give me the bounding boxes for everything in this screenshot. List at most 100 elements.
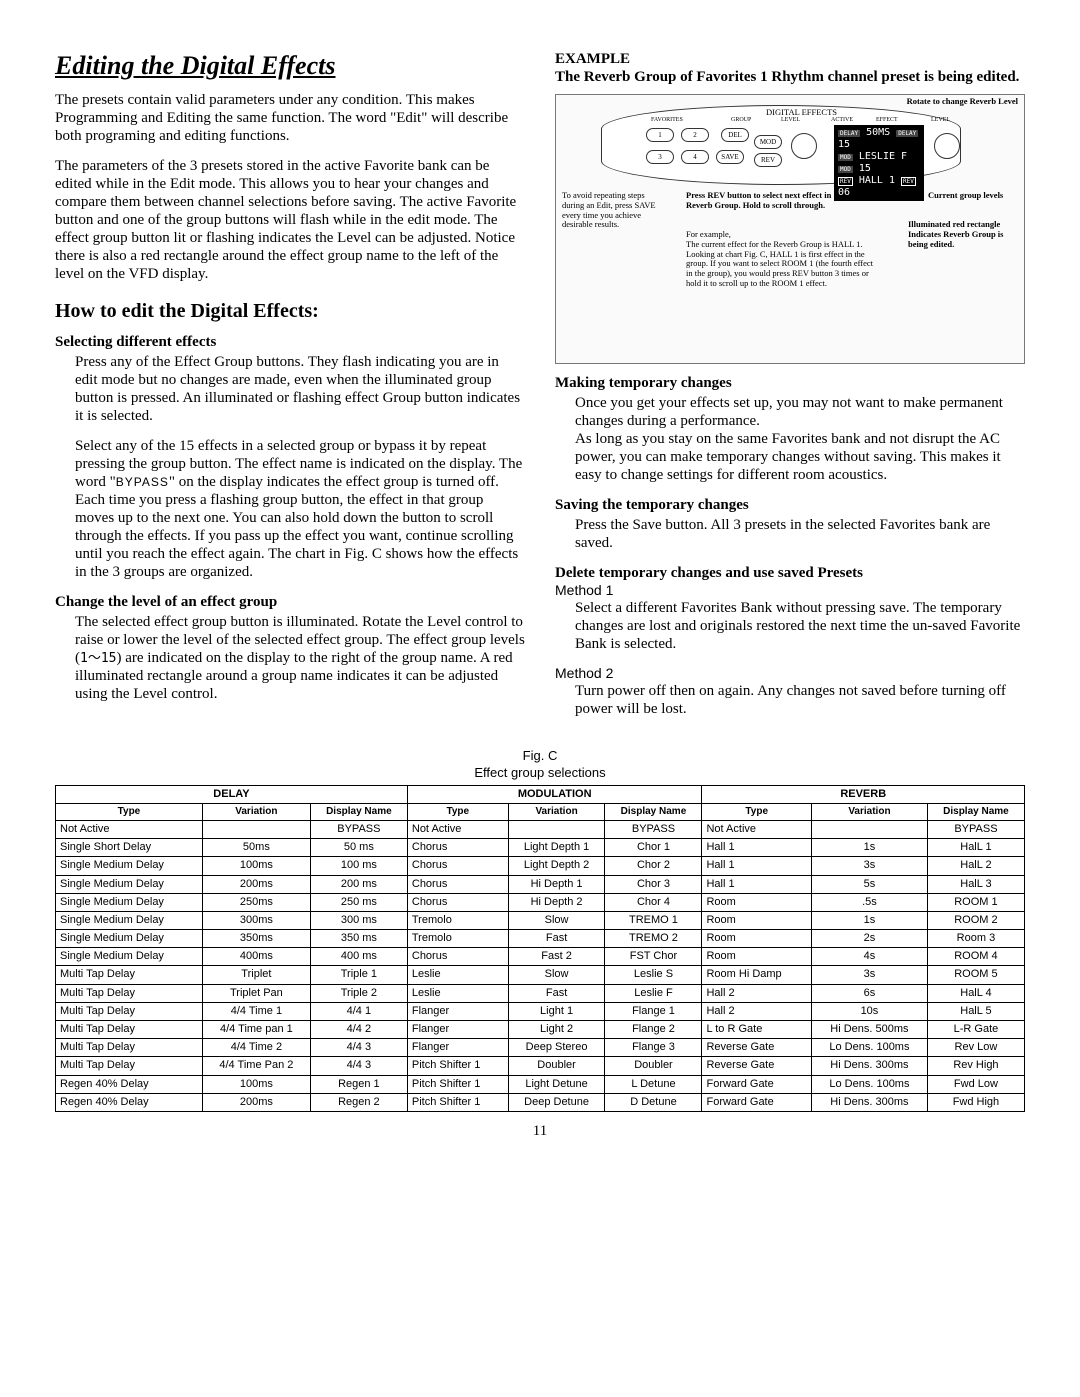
table-cell: Forward Gate <box>702 1075 812 1093</box>
h-r-type: Type <box>702 803 812 820</box>
table-cell: .5s <box>811 893 927 911</box>
table-cell: Room <box>702 893 812 911</box>
table-cell: Hall 2 <box>702 984 812 1002</box>
table-cell: 250ms <box>202 893 310 911</box>
table-row: Single Medium Delay100ms100 msChorusLigh… <box>56 857 1025 875</box>
table-cell: Hall 1 <box>702 839 812 857</box>
table-cell: Chorus <box>407 875 508 893</box>
h-m-disp: Display Name <box>605 803 702 820</box>
annot-example: For example, The current effect for the … <box>686 230 876 289</box>
table-cell: Not Active <box>407 820 508 838</box>
table-cell: Tremolo <box>407 930 508 948</box>
table-cell: Slow <box>508 966 605 984</box>
table-cell: Single Medium Delay <box>56 948 203 966</box>
selecting-p2: Select any of the 15 effects in a select… <box>75 437 525 581</box>
table-cell: Fwd High <box>927 1093 1024 1111</box>
table-cell: Triplet <box>202 966 310 984</box>
label-effect: EFFECT <box>876 117 898 124</box>
h-r-disp: Display Name <box>927 803 1024 820</box>
method-1-p: Select a different Favorites Bank withou… <box>575 599 1025 653</box>
table-cell: Rev High <box>927 1057 1024 1075</box>
temp-p: Once you get your effects set up, you ma… <box>575 394 1025 484</box>
table-cell: Deep Stereo <box>508 1039 605 1057</box>
table-cell: Leslie F <box>605 984 702 1002</box>
mod-button: MOD <box>754 135 782 149</box>
table-cell: Hi Dens. 300ms <box>811 1093 927 1111</box>
group-modulation: MODULATION <box>407 785 702 803</box>
table-cell: Multi Tap Delay <box>56 984 203 1002</box>
table-cell: Single Short Delay <box>56 839 203 857</box>
annot-current: Current group levels <box>928 191 1018 201</box>
table-cell: HalL 1 <box>927 839 1024 857</box>
table-cell: TREMO 1 <box>605 911 702 929</box>
selecting-subhead: Selecting different effects <box>55 333 525 351</box>
table-cell: Slow <box>508 911 605 929</box>
table-cell: Regen 40% Delay <box>56 1075 203 1093</box>
table-cell: Chorus <box>407 948 508 966</box>
table-cell: Doubler <box>605 1057 702 1075</box>
table-cell: L Detune <box>605 1075 702 1093</box>
howto-heading: How to edit the Digital Effects: <box>55 299 525 323</box>
table-cell: 3s <box>811 857 927 875</box>
favorite-1-button: 1 <box>646 128 674 142</box>
table-cell: 5s <box>811 875 927 893</box>
example-label: EXAMPLE <box>555 50 1025 68</box>
selecting-p2-b: " on the display indicates the effect gr… <box>75 474 518 580</box>
table-cell: Pitch Shifter 1 <box>407 1057 508 1075</box>
table-cell: Triple 2 <box>310 984 407 1002</box>
table-cell: Multi Tap Delay <box>56 966 203 984</box>
table-cell: Multi Tap Delay <box>56 1039 203 1057</box>
lcd-line-1: DELAY 50MS DELAY 15 <box>838 127 920 151</box>
table-row: Single Medium Delay350ms350 msTremoloFas… <box>56 930 1025 948</box>
left-column: Editing the Digital Effects The presets … <box>55 50 525 730</box>
table-cell: Hall 1 <box>702 875 812 893</box>
table-cell: Chor 4 <box>605 893 702 911</box>
table-cell: Light Detune <box>508 1075 605 1093</box>
effects-table-body: Not ActiveBYPASSNot ActiveBYPASSNot Acti… <box>56 820 1025 1111</box>
table-cell: FST Chor <box>605 948 702 966</box>
table-cell: BYPASS <box>927 820 1024 838</box>
label-level2: LEVEL <box>931 117 950 124</box>
level-knob-icon <box>791 133 817 159</box>
table-cell: Single Medium Delay <box>56 893 203 911</box>
table-cell: 350 ms <box>310 930 407 948</box>
table-cell: 300 ms <box>310 911 407 929</box>
right-column: EXAMPLE The Reverb Group of Favorites 1 … <box>555 50 1025 730</box>
fig-c-title: Effect group selections <box>55 765 1025 781</box>
table-cell <box>202 820 310 838</box>
table-cell: Chor 3 <box>605 875 702 893</box>
table-cell: 6s <box>811 984 927 1002</box>
table-cell: Flanger <box>407 1039 508 1057</box>
table-cell: 4/4 3 <box>310 1057 407 1075</box>
table-cell: Flange 3 <box>605 1039 702 1057</box>
table-cell: 300ms <box>202 911 310 929</box>
method-1-label: Method 1 <box>555 582 1025 599</box>
method-2-p: Turn power off then on again. Any change… <box>575 682 1025 718</box>
level-p-b: ) are indicated on the display to the ri… <box>75 650 513 702</box>
table-cell: 4/4 Time 2 <box>202 1039 310 1057</box>
table-cell: Pitch Shifter 1 <box>407 1075 508 1093</box>
lcd-line-3: REV HALL 1 REV 06 <box>838 175 920 199</box>
two-column-layout: Editing the Digital Effects The presets … <box>55 50 1025 730</box>
table-cell: Flange 1 <box>605 1002 702 1020</box>
lcd-line-2: MOD LESLIE F MOD 15 <box>838 151 920 175</box>
table-cell: Hi Dens. 300ms <box>811 1057 927 1075</box>
page-number: 11 <box>55 1122 1025 1140</box>
table-cell: Reverse Gate <box>702 1057 812 1075</box>
h-r-var: Variation <box>811 803 927 820</box>
save-button: SAVE <box>716 150 744 164</box>
table-cell: Fast <box>508 984 605 1002</box>
table-cell: Tremolo <box>407 911 508 929</box>
save-p: Press the Save button. All 3 presets in … <box>575 516 1025 552</box>
table-cell: Hi Depth 1 <box>508 875 605 893</box>
table-cell: TREMO 2 <box>605 930 702 948</box>
table-cell: Single Medium Delay <box>56 911 203 929</box>
table-cell: L to R Gate <box>702 1021 812 1039</box>
table-cell: Leslie <box>407 984 508 1002</box>
table-cell: 100ms <box>202 857 310 875</box>
annot-rotate: Rotate to change Reverb Level <box>907 97 1018 107</box>
table-row: Multi Tap DelayTriplet PanTriple 2Leslie… <box>56 984 1025 1002</box>
example-sub: The Reverb Group of Favorites 1 Rhythm c… <box>555 68 1025 86</box>
level-subhead: Change the level of an effect group <box>55 593 525 611</box>
save-subhead: Saving the temporary changes <box>555 496 1025 514</box>
